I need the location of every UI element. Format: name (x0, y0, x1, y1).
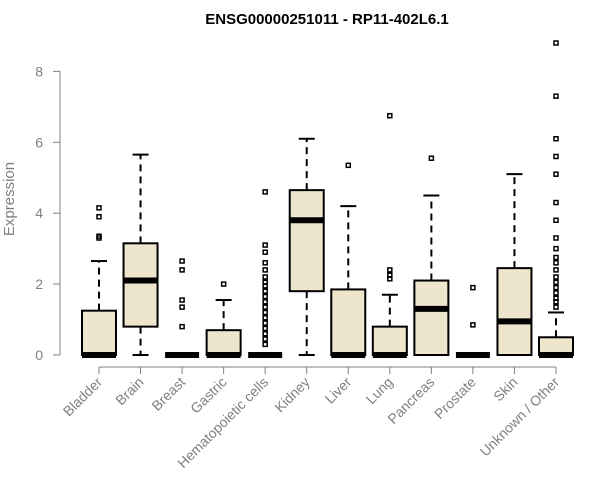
outlier-point (179, 304, 185, 310)
outlier-point (262, 309, 268, 316)
outlier-point (553, 235, 559, 241)
box-iqr (371, 325, 408, 356)
box-iqr (122, 242, 159, 328)
outlier-point (262, 267, 268, 273)
boxes-layer (81, 40, 574, 358)
outlier-point (553, 93, 559, 99)
x-tick-label: Liver (322, 374, 355, 407)
outlier-point (262, 242, 268, 248)
outlier-point (553, 217, 559, 224)
outlier-point (262, 299, 268, 305)
outlier-point (179, 297, 185, 303)
box-group (205, 281, 242, 358)
outlier-point (387, 267, 393, 273)
outlier-point (553, 171, 559, 177)
outlier-point (179, 323, 185, 330)
outlier-point (553, 245, 559, 252)
x-tick-label: Kidney (271, 374, 313, 416)
outlier-point (553, 254, 559, 261)
outlier-point (262, 320, 268, 326)
outlier-point (96, 233, 102, 239)
outlier-point (553, 295, 559, 302)
box-group (330, 162, 367, 358)
outlier-point (262, 293, 268, 300)
outlier-point (345, 162, 352, 169)
outlier-point (262, 279, 268, 286)
outlier-point (553, 274, 559, 280)
outlier-point (428, 155, 435, 161)
x-tick-label: Bladder (60, 374, 106, 420)
box-iqr (205, 329, 242, 357)
outlier-point (96, 205, 102, 211)
box-group (248, 189, 283, 358)
outlier-point (387, 272, 393, 278)
box-iqr (413, 279, 450, 356)
y-tick-label: 2 (35, 276, 43, 292)
y-tick-label: 8 (35, 63, 43, 79)
y-tick-label: 4 (35, 205, 43, 221)
x-tick-label: Lung (363, 374, 396, 407)
outlier-point (262, 260, 268, 266)
outlier-point (262, 330, 268, 337)
outlier-point (262, 189, 268, 195)
outlier-point (553, 260, 559, 266)
outlier-point (96, 213, 102, 220)
outlier-point (553, 153, 559, 160)
box-group (455, 284, 490, 358)
x-tick-label: Prostate (431, 374, 479, 422)
x-tick-label: Unknown / Other (477, 374, 563, 460)
outlier-point (553, 304, 559, 310)
chart-title: ENSG00000251011 - RP11-402L6.1 (205, 11, 449, 28)
box-iqr (496, 267, 533, 356)
box-group (371, 112, 408, 358)
outlier-point (179, 267, 185, 273)
outlier-point (553, 279, 559, 286)
outlier-point (470, 284, 476, 291)
box-group (538, 40, 574, 358)
outlier-point (262, 325, 268, 332)
outlier-point (220, 281, 227, 287)
box-group (496, 173, 533, 356)
outlier-point (553, 135, 559, 142)
outlier-point (262, 274, 268, 280)
box-iqr (81, 309, 117, 357)
x-tick-label: Skin (490, 374, 521, 405)
outlier-point (262, 315, 268, 321)
outlier-point (553, 290, 559, 296)
y-axis-label: Expression (1, 162, 18, 236)
outlier-point (387, 112, 393, 119)
box-iqr (330, 288, 367, 356)
outlier-point (262, 304, 268, 310)
outlier-point (262, 336, 268, 342)
outlier-point (553, 284, 559, 291)
outlier-point (262, 249, 268, 255)
y-tick-label: 6 (35, 134, 43, 150)
box-group (122, 153, 159, 356)
outlier-point (470, 322, 476, 328)
outlier-point (553, 40, 559, 46)
outlier-point (262, 341, 268, 348)
y-axis: 0 2 4 6 8 (35, 63, 61, 363)
y-tick-label: 0 (35, 347, 43, 363)
box-group (81, 205, 117, 358)
outlier-point (553, 199, 559, 206)
box-group (288, 137, 325, 356)
box-group (165, 258, 200, 358)
x-tick-label: Brain (112, 374, 146, 408)
box-iqr (288, 189, 325, 293)
outlier-point (553, 267, 559, 273)
outlier-point (179, 258, 185, 264)
outlier-point (262, 288, 268, 294)
x-tick-label: Breast (148, 374, 188, 414)
box-group (413, 155, 450, 356)
